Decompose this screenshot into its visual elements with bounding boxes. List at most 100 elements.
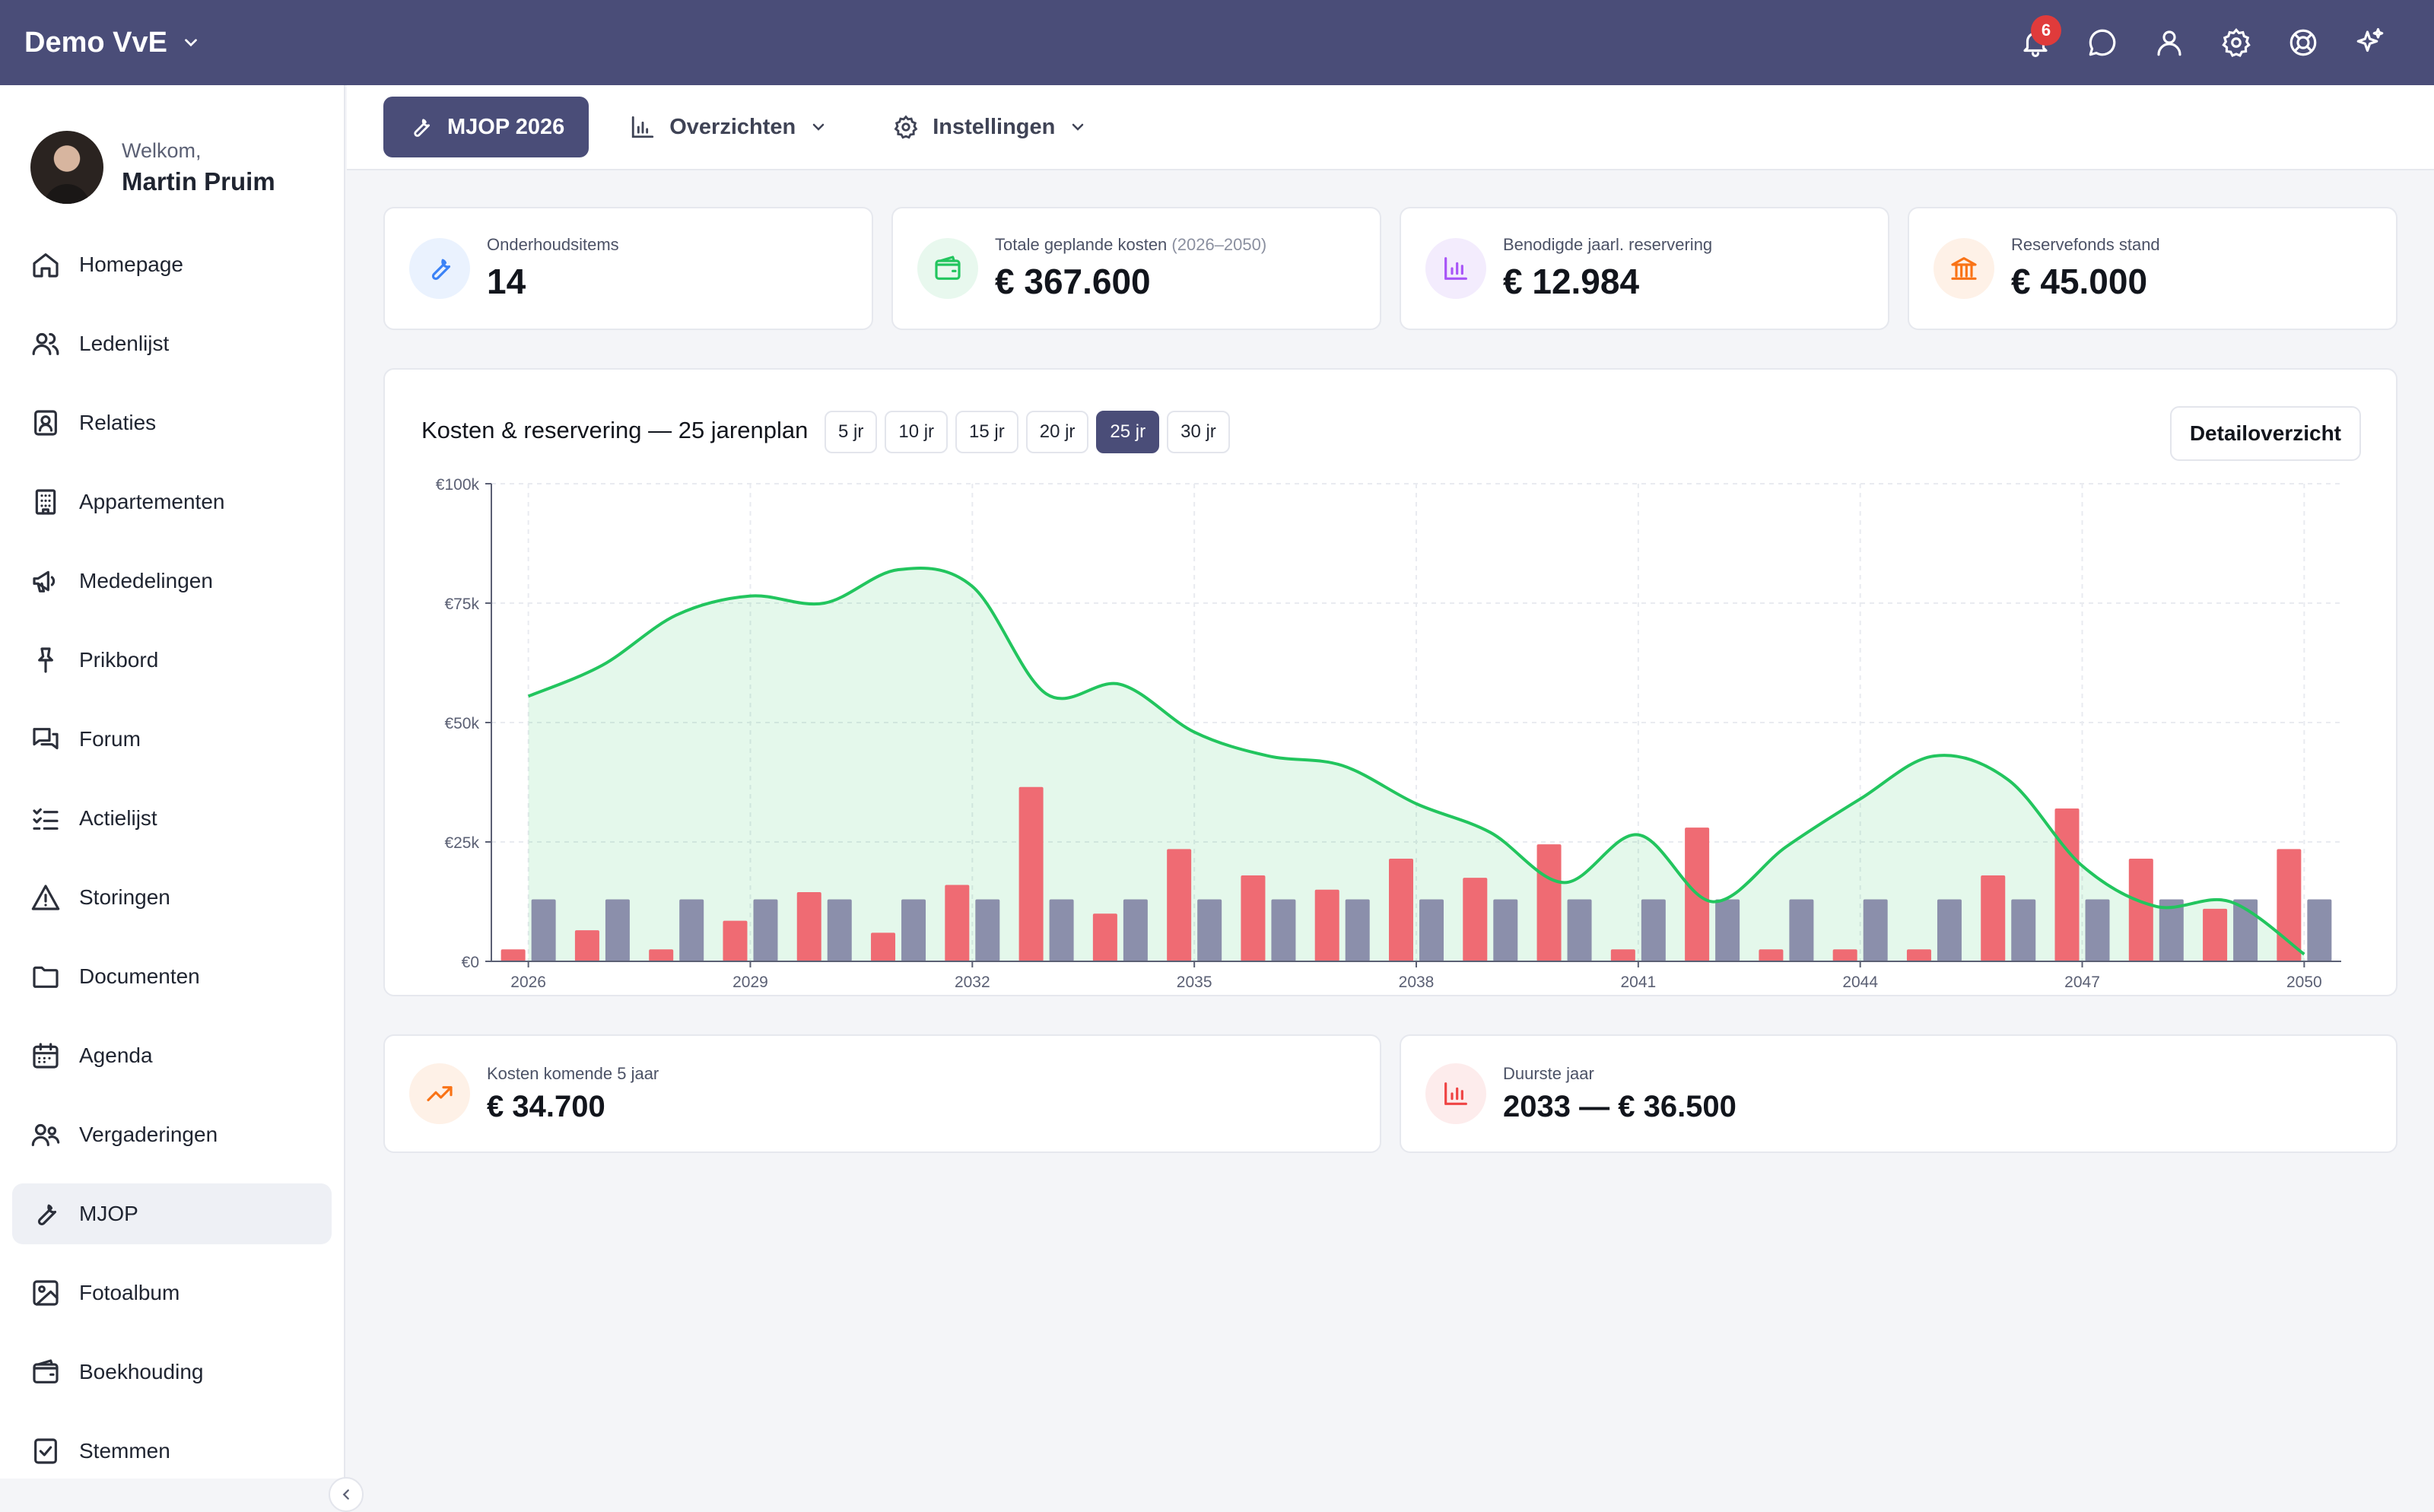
- detail-overview-button[interactable]: Detailoverzicht: [2169, 406, 2361, 461]
- sidebar-item-label: Stemmen: [79, 1439, 170, 1463]
- sidebar-item-fotoalbum[interactable]: Fotoalbum: [12, 1263, 332, 1323]
- kpi-label: Reservefonds stand: [2011, 235, 2160, 254]
- bar-geplande-kosten: [2054, 808, 2080, 961]
- bar-jaarlijkse-reservering: [1049, 899, 1074, 961]
- sidebar-item-label: Relaties: [79, 411, 157, 434]
- bar-geplande-kosten: [2128, 858, 2153, 961]
- bar-geplande-kosten: [574, 930, 599, 961]
- kpi-label: Totale geplande kosten: [995, 235, 1168, 254]
- avatar[interactable]: [30, 131, 103, 204]
- range-button-20jr[interactable]: 20 jr: [1025, 411, 1089, 453]
- range-button-15jr[interactable]: 15 jr: [955, 411, 1018, 453]
- bar-geplande-kosten: [796, 891, 821, 961]
- sidebar-item-boekhouding[interactable]: Boekhouding: [12, 1342, 332, 1402]
- sidebar-item-vergaderingen[interactable]: Vergaderingen: [12, 1104, 332, 1165]
- user-name: Martin Pruim: [122, 167, 275, 195]
- sidebar-item-label: Prikbord: [79, 648, 159, 672]
- wrench-icon-wrap: [30, 1199, 61, 1229]
- bar-geplande-kosten: [1389, 858, 1413, 961]
- main-content: MJOP 2026 Overzichten Instellingen Onder…: [347, 85, 2434, 1479]
- sidebar-item-storingen[interactable]: Storingen: [12, 867, 332, 928]
- gear-icon: [2222, 27, 2251, 57]
- calendar-icon: [33, 1043, 59, 1069]
- kpi-card: Onderhoudsitems 14: [383, 207, 873, 330]
- bar-geplande-kosten: [1241, 875, 1266, 961]
- x-tick-label: 2029: [732, 974, 768, 991]
- sidebar-nav: Homepage Ledenlijst Relaties Appartementen M…: [0, 234, 344, 1482]
- sidebar-item-mededelingen[interactable]: Mededelingen: [12, 551, 332, 611]
- bar-jaarlijkse-reservering: [2011, 899, 2036, 961]
- checklist-icon-wrap: [30, 803, 61, 834]
- summary-label: Kosten komende 5 jaar: [487, 1063, 659, 1083]
- range-button-10jr[interactable]: 10 jr: [885, 411, 948, 453]
- range-button-25jr[interactable]: 25 jr: [1096, 411, 1160, 453]
- bank-icon: [1951, 257, 1977, 280]
- folder-icon: [33, 966, 59, 988]
- sidebar-item-relaties[interactable]: Relaties: [12, 392, 332, 453]
- bar-jaarlijkse-reservering: [1789, 899, 1814, 961]
- sidebar-item-forum[interactable]: Forum: [12, 709, 332, 770]
- gear-icon: [894, 115, 918, 139]
- sidebar-item-documenten[interactable]: Documenten: [12, 946, 332, 1007]
- forum-icon-wrap: [30, 724, 61, 754]
- x-tick-label: 2047: [2064, 974, 2100, 991]
- user-icon: [2157, 30, 2181, 56]
- megaphone-icon-wrap: [30, 566, 61, 596]
- bar-jaarlijkse-reservering: [827, 899, 852, 961]
- help-button[interactable]: [2270, 9, 2337, 76]
- bar-jaarlijkse-reservering: [1937, 899, 1962, 961]
- wallet-icon: [935, 256, 961, 280]
- ai-button[interactable]: [2337, 9, 2404, 76]
- chevron-down-icon: [185, 39, 197, 47]
- y-tick-label: €50k: [444, 715, 479, 732]
- wrench-icon: [431, 259, 451, 281]
- notifications-button[interactable]: 6: [2002, 9, 2069, 76]
- sidebar-item-label: Mededelingen: [79, 569, 213, 592]
- collapse-sidebar-button[interactable]: [329, 1477, 364, 1512]
- sidebar-item-mjop[interactable]: MJOP: [12, 1183, 332, 1244]
- wrench-icon: [37, 1204, 57, 1226]
- mjop-tab[interactable]: MJOP 2026: [383, 97, 589, 157]
- meeting-icon-wrap: [30, 1120, 61, 1150]
- forum-icon: [33, 728, 59, 750]
- bar-jaarlijkse-reservering: [1641, 899, 1666, 961]
- bar-jaarlijkse-reservering: [1345, 899, 1370, 961]
- overzichten-menu[interactable]: Overzichten: [605, 97, 852, 157]
- sidebar-item-label: Documenten: [79, 964, 200, 988]
- range-button-30jr[interactable]: 30 jr: [1167, 411, 1230, 453]
- summary-value: € 34.700: [487, 1089, 605, 1123]
- sidebar-item-homepage[interactable]: Homepage: [12, 234, 332, 295]
- checklist-icon: [33, 808, 59, 830]
- messages-button[interactable]: [2069, 9, 2136, 76]
- chart-card: €0 €25k €50k €75k €100k 2026 2029 2032 2035 2038 2…: [383, 368, 2397, 996]
- range-button-5jr[interactable]: 5 jr: [825, 411, 878, 453]
- sidebar-item-prikbord[interactable]: Prikbord: [12, 630, 332, 691]
- mjop-tab-label: MJOP 2026: [447, 114, 565, 139]
- bar-jaarlijkse-reservering: [1271, 899, 1296, 961]
- sidebar-item-stemmen[interactable]: Stemmen: [12, 1421, 332, 1482]
- summary-icon-badge: [409, 1063, 470, 1124]
- bar-chart-icon: [632, 116, 654, 138]
- sidebar-item-ledenlijst[interactable]: Ledenlijst: [12, 313, 332, 374]
- bar-geplande-kosten: [1832, 949, 1857, 961]
- bar-jaarlijkse-reservering: [1715, 899, 1740, 961]
- sidebar-item-agenda[interactable]: Agenda: [12, 1025, 332, 1086]
- sidebar-item-actielijst[interactable]: Actielijst: [12, 788, 332, 849]
- calendar-icon-wrap: [30, 1040, 61, 1071]
- bar-chart-icon: [1444, 257, 1467, 280]
- bar-jaarlijkse-reservering: [2233, 899, 2258, 961]
- sidebar-item-label: Appartementen: [79, 490, 225, 513]
- org-switcher[interactable]: Demo VvE: [24, 27, 201, 59]
- kpi-value: € 367.600: [995, 262, 1151, 301]
- y-tick-label: €100k: [436, 476, 480, 494]
- bar-jaarlijkse-reservering: [1197, 899, 1222, 961]
- settings-button[interactable]: [2203, 9, 2270, 76]
- bar-geplande-kosten: [1906, 949, 1931, 961]
- megaphone-icon: [33, 570, 56, 592]
- sidebar-item-label: Actielijst: [79, 806, 157, 830]
- profile-button[interactable]: [2136, 9, 2203, 76]
- org-name: Demo VvE: [24, 26, 167, 59]
- bar-geplande-kosten: [945, 885, 970, 961]
- sidebar-item-appartementen[interactable]: Appartementen: [12, 472, 332, 532]
- instellingen-menu[interactable]: Instellingen: [869, 97, 1111, 157]
